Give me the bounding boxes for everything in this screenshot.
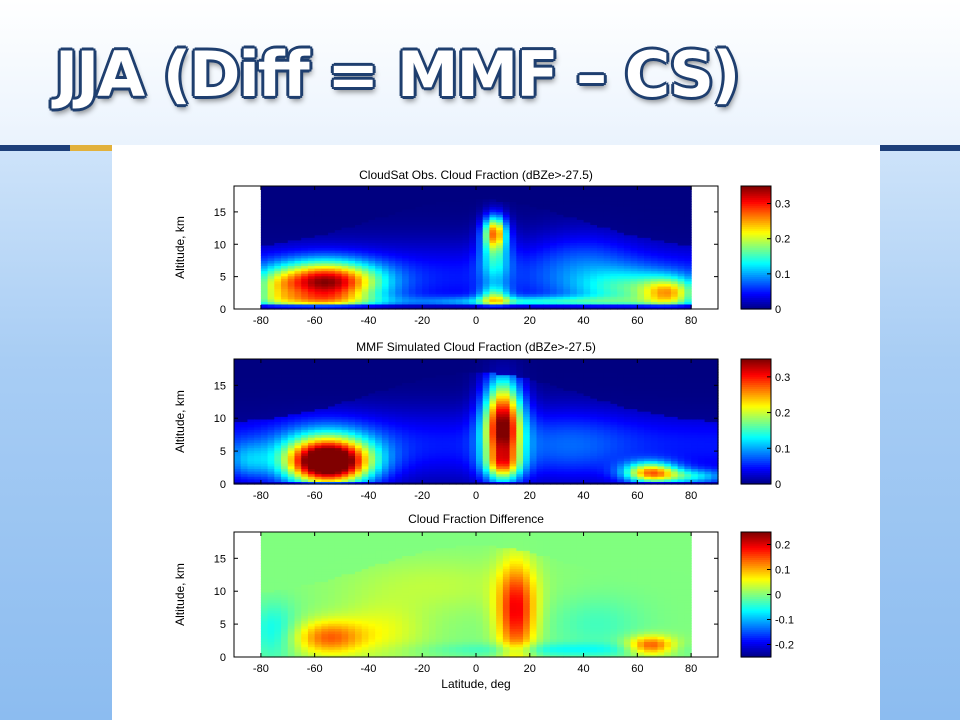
x-tick-label: -80	[253, 315, 269, 327]
figure-panel: -80 -60 -40 -20 0 20 40 60 80 0 5 10 15 CloudSat Obs.…	[112, 145, 880, 720]
y-tick-label: 10	[214, 239, 226, 251]
slide-title: JJA (Diff = MMF – CS)	[55, 38, 738, 111]
accent-bar-left	[0, 145, 70, 151]
colorbar-tick-label: 0	[775, 304, 781, 316]
colorbar-tick-label: 0.1	[775, 269, 790, 281]
x-tick-label: 20	[524, 315, 536, 327]
y-tick-label: 5	[220, 272, 226, 284]
y-tick-label: 15	[214, 207, 226, 219]
colorbar: 0 0.1 0.2 0.3	[741, 186, 790, 316]
x-tick-label: 80	[685, 315, 697, 327]
x-tick-label: 0	[473, 315, 479, 327]
x-tick-label: -20	[414, 315, 430, 327]
heatmap-cells	[261, 186, 692, 310]
colorbar-tick-label: 0.3	[775, 199, 790, 211]
y-axis-label: Altitude, km	[173, 216, 187, 279]
chart-panel-1: -80 -60 -40 -20 0 20 40 60 80 0 5 10 15 CloudSat Obs.…	[173, 168, 790, 327]
accent-bar-gold	[70, 145, 112, 151]
accent-bar-right	[880, 145, 960, 151]
chart-figure: -80 -60 -40 -20 0 20 40 60 80 0 5 10 15 CloudSat Obs.…	[112, 145, 880, 720]
colorbar-tick-label: 0.2	[775, 234, 790, 246]
x-tick-label: 40	[577, 315, 589, 327]
x-tick-label: -40	[360, 315, 376, 327]
heatmap-cells	[234, 359, 719, 485]
slide-header: JJA (Diff = MMF – CS)	[0, 0, 960, 145]
chart-title: CloudSat Obs. Cloud Fraction (dBZe>-27.5…	[359, 168, 593, 182]
x-tick-label: 60	[631, 315, 643, 327]
y-tick-label: 0	[220, 304, 226, 316]
x-tick-label: -60	[307, 315, 323, 327]
